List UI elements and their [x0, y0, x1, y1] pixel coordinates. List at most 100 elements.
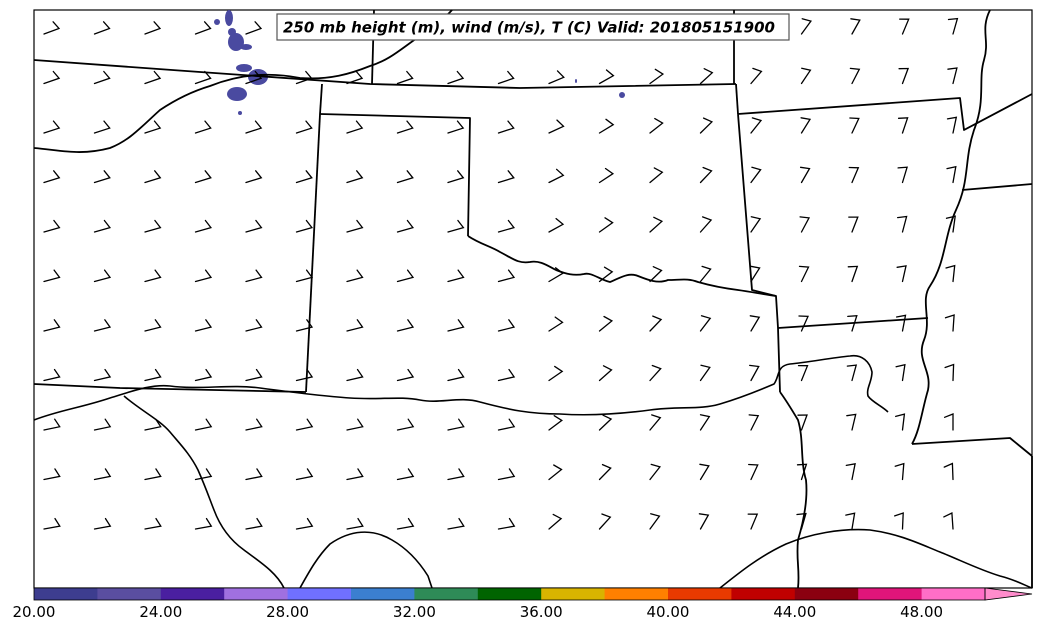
wind-barb [848, 216, 859, 233]
wind-barb [497, 319, 516, 332]
colorbar-segment [414, 588, 479, 600]
wind-barb [849, 67, 861, 85]
wind-barb [846, 364, 858, 382]
wind-barb [799, 216, 811, 233]
wind-barb [598, 167, 615, 184]
wind-barb [548, 168, 565, 184]
wind-barb [144, 70, 162, 85]
wind-barb [396, 468, 415, 481]
wind-barb [497, 468, 516, 481]
colorbar-tick-label: 24.00 [139, 603, 182, 621]
wind-barb [598, 69, 615, 85]
wind-barb [43, 70, 61, 85]
wind-barb [698, 513, 710, 530]
wind-barb [799, 166, 811, 184]
wind-barb [497, 120, 515, 134]
wind-barb [497, 269, 516, 283]
wind-barb [846, 413, 857, 431]
wind-barb [797, 414, 808, 431]
colorbar-tick-label: 48.00 [900, 603, 943, 621]
wind-barb [245, 219, 263, 233]
wind-barb [245, 120, 263, 134]
wind-barb [447, 319, 465, 332]
wind-barb [245, 269, 263, 283]
wind-barb [295, 468, 314, 481]
wind-barb [598, 365, 613, 382]
colorbar [33, 587, 1033, 601]
wind-barb [749, 364, 760, 382]
wind-barb [396, 517, 415, 530]
wind-barb [899, 18, 910, 35]
wind-barb [396, 368, 415, 382]
wind-barb [497, 70, 515, 85]
wind-barb [447, 70, 465, 85]
wind-barb [43, 468, 61, 481]
wind-barb [946, 116, 958, 134]
colorbar-segment [541, 588, 606, 600]
wind-barb [750, 166, 762, 184]
wind-barb [649, 68, 665, 85]
wind-barb [245, 21, 263, 35]
wind-barb [295, 319, 314, 332]
colorbar-tick-label: 36.00 [520, 603, 563, 621]
wind-barb [944, 314, 955, 332]
wind-barb [447, 368, 465, 382]
wind-barb [43, 170, 61, 184]
wind-barb [194, 269, 213, 283]
temperature-patch [214, 19, 220, 25]
wind-barb [295, 170, 313, 184]
colorbar-segment [668, 588, 732, 600]
colorbar-tick-label: 40.00 [647, 603, 690, 621]
wind-barb [194, 418, 213, 431]
wind-barb [295, 219, 314, 233]
wind-barb [295, 418, 314, 431]
colorbar-segment [351, 588, 415, 600]
wind-barb [800, 67, 812, 85]
wind-barb [497, 170, 515, 184]
temperature-patch [240, 44, 252, 50]
wind-barb [245, 368, 263, 382]
wind-barb [194, 21, 212, 35]
wind-barb [447, 418, 465, 431]
colorbar-extend-arrow [984, 587, 1033, 601]
wind-barb [649, 463, 662, 481]
colorbar-tick-label: 44.00 [773, 603, 816, 621]
wind-barb [850, 18, 861, 35]
wind-barb [699, 265, 712, 283]
wind-barb [798, 265, 810, 283]
wind-barb [943, 462, 954, 481]
wind-barb [346, 170, 364, 184]
wind-barb [944, 363, 955, 382]
temperature-patch [228, 33, 244, 51]
wind-barb [649, 167, 664, 184]
colorbar-tick-label: 28.00 [266, 603, 309, 621]
wind-barb [598, 315, 614, 332]
wind-barb [548, 217, 565, 233]
wind-barb [144, 120, 162, 134]
wind-barb [699, 364, 711, 382]
temperature-patches [214, 10, 625, 115]
wind-barb [699, 216, 713, 233]
wind-barb [396, 70, 414, 85]
wind-barb [144, 319, 162, 332]
wind-barbs [43, 17, 959, 530]
colorbar-tick-label: 32.00 [393, 603, 436, 621]
colorbar-segment [34, 588, 98, 600]
wind-barb [649, 117, 664, 134]
temperature-patch [225, 10, 233, 26]
wind-barb [144, 517, 162, 530]
wind-barb [849, 117, 860, 134]
wind-barb [194, 120, 212, 134]
wind-barb [295, 368, 314, 382]
wind-barb [43, 418, 61, 431]
wind-barb [245, 418, 263, 431]
wind-barb [497, 418, 516, 431]
wind-barb [346, 269, 364, 283]
wind-barb [800, 18, 812, 35]
wind-barb [194, 517, 213, 530]
wind-barb [144, 418, 162, 431]
wind-barb [194, 319, 213, 332]
wind-barb [649, 266, 663, 283]
wind-barb [396, 319, 415, 332]
wind-barb [598, 266, 614, 283]
